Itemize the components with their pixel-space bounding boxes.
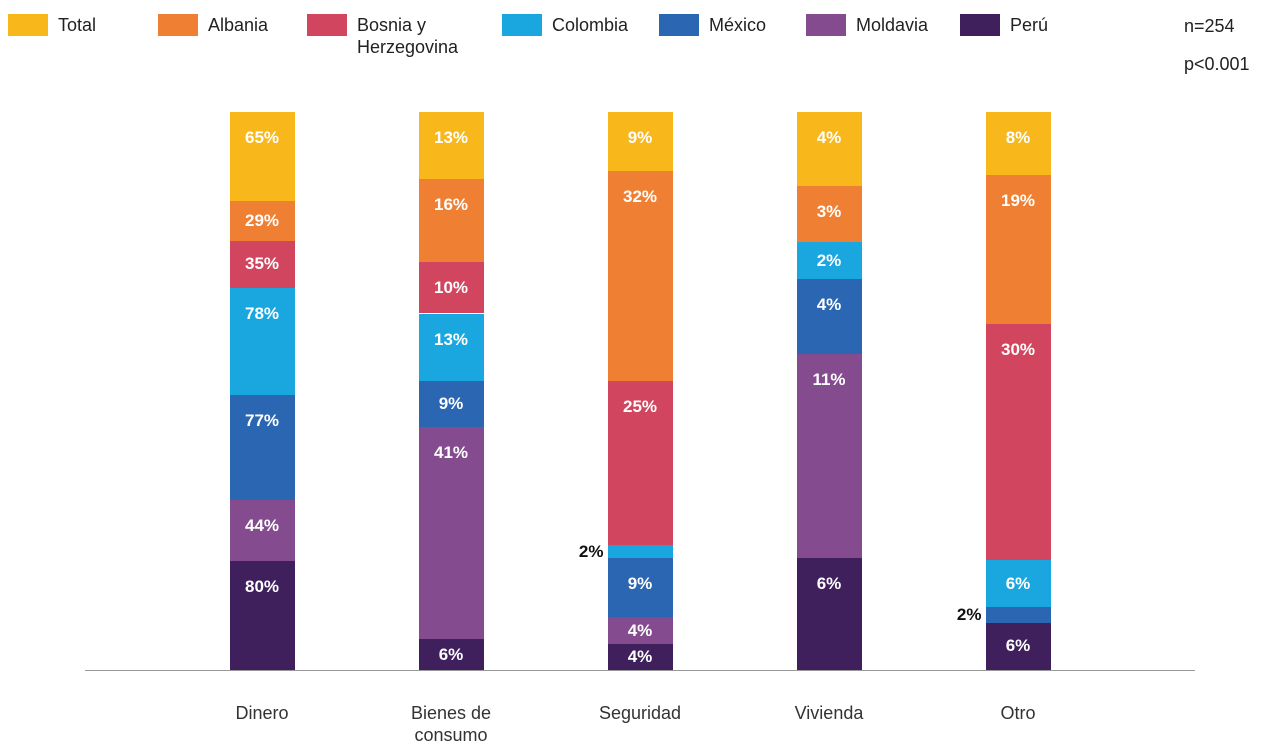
bar-segment bbox=[796, 353, 862, 559]
legend-label: Colombia bbox=[552, 15, 629, 35]
bar-segment bbox=[418, 112, 484, 180]
bar-segment bbox=[418, 313, 484, 381]
legend-label: Perú bbox=[1010, 15, 1049, 35]
bar-segment bbox=[985, 112, 1051, 175]
bar-segment bbox=[796, 558, 862, 670]
value-label: 8% bbox=[1005, 128, 1031, 147]
legend-swatch bbox=[502, 14, 542, 36]
legend-label: Total bbox=[58, 15, 97, 35]
bar-segment bbox=[607, 171, 673, 382]
value-label: 6% bbox=[1005, 636, 1031, 656]
legend-label: Albania bbox=[208, 15, 269, 35]
x-tick-label: Otro bbox=[1000, 703, 1036, 723]
bar-segment bbox=[418, 261, 484, 314]
annotation: n=254 bbox=[1184, 16, 1235, 36]
value-label: 80% bbox=[244, 576, 280, 596]
bar-segment bbox=[229, 200, 295, 241]
legend-swatch bbox=[158, 14, 198, 36]
bar-segment bbox=[229, 560, 295, 670]
bar-segment bbox=[418, 179, 484, 262]
bar-segment bbox=[985, 324, 1051, 560]
bar-segment bbox=[607, 558, 673, 618]
legend-swatch bbox=[307, 14, 347, 36]
annotation: p<0.001 bbox=[1184, 54, 1250, 74]
value-label: 9% bbox=[627, 128, 653, 147]
legend-label: México bbox=[709, 15, 767, 35]
value-label: 29% bbox=[244, 210, 280, 230]
value-label: 6% bbox=[438, 644, 464, 664]
value-label: 9% bbox=[627, 574, 653, 594]
value-label: 32% bbox=[622, 187, 658, 207]
value-label: 78% bbox=[244, 304, 280, 324]
value-label: 65% bbox=[244, 128, 280, 147]
value-label: 2% bbox=[956, 604, 982, 624]
legend-label: Moldavia bbox=[856, 15, 929, 35]
legend-label: Bosnia y Herzegovina bbox=[357, 15, 459, 57]
value-label: 6% bbox=[1005, 573, 1031, 593]
bar-segment bbox=[796, 186, 862, 243]
legend-swatch bbox=[960, 14, 1000, 36]
value-label: 35% bbox=[244, 254, 280, 274]
bar-segment bbox=[985, 622, 1051, 670]
bar-segment bbox=[607, 617, 673, 644]
bar-segment bbox=[985, 559, 1051, 608]
value-label: 4% bbox=[627, 620, 653, 640]
value-label: 2% bbox=[578, 541, 604, 561]
x-tick-label: Seguridad bbox=[598, 703, 682, 723]
value-label: 4% bbox=[816, 295, 842, 315]
bar-segment bbox=[796, 112, 862, 187]
bar-segment bbox=[607, 545, 673, 559]
bar-segment bbox=[229, 240, 295, 289]
bar-segment bbox=[418, 380, 484, 428]
x-tick-label: Dinero bbox=[235, 703, 289, 723]
value-label: 19% bbox=[1000, 190, 1036, 210]
legend-swatch bbox=[8, 14, 48, 36]
bar-segment bbox=[418, 639, 484, 670]
legend-swatch bbox=[659, 14, 699, 36]
bar-segment bbox=[229, 500, 295, 561]
value-label: 4% bbox=[816, 128, 842, 147]
bar-segment bbox=[796, 279, 862, 354]
value-label: 13% bbox=[433, 329, 469, 349]
bar-segment bbox=[607, 381, 673, 546]
bar-segment bbox=[985, 607, 1051, 623]
value-label: 41% bbox=[433, 443, 469, 463]
value-label: 6% bbox=[816, 574, 842, 594]
value-label: 44% bbox=[244, 516, 280, 536]
bar-segment bbox=[796, 242, 862, 280]
value-label: 9% bbox=[438, 393, 464, 413]
bar-segment bbox=[229, 288, 295, 396]
value-label: 25% bbox=[622, 397, 658, 417]
legend-swatch bbox=[806, 14, 846, 36]
value-label: 77% bbox=[244, 411, 280, 431]
bar-segment bbox=[418, 427, 484, 639]
value-label: 2% bbox=[816, 250, 842, 270]
value-label: 3% bbox=[816, 202, 842, 222]
value-label: 10% bbox=[433, 277, 469, 297]
x-tick-label: Bienes de consumo bbox=[410, 703, 492, 745]
value-label: 30% bbox=[1000, 340, 1036, 360]
bar-segment bbox=[229, 112, 295, 201]
value-label: 16% bbox=[433, 195, 469, 215]
value-label: 13% bbox=[433, 128, 469, 147]
value-label: 11% bbox=[812, 369, 846, 389]
x-tick-label: Vivienda bbox=[794, 703, 864, 723]
bar-segment bbox=[229, 395, 295, 501]
value-label: 4% bbox=[627, 646, 653, 666]
bar-segment bbox=[985, 174, 1051, 325]
bar-segment bbox=[607, 643, 673, 670]
axis-line bbox=[85, 670, 1195, 671]
bar-segment bbox=[607, 112, 673, 172]
